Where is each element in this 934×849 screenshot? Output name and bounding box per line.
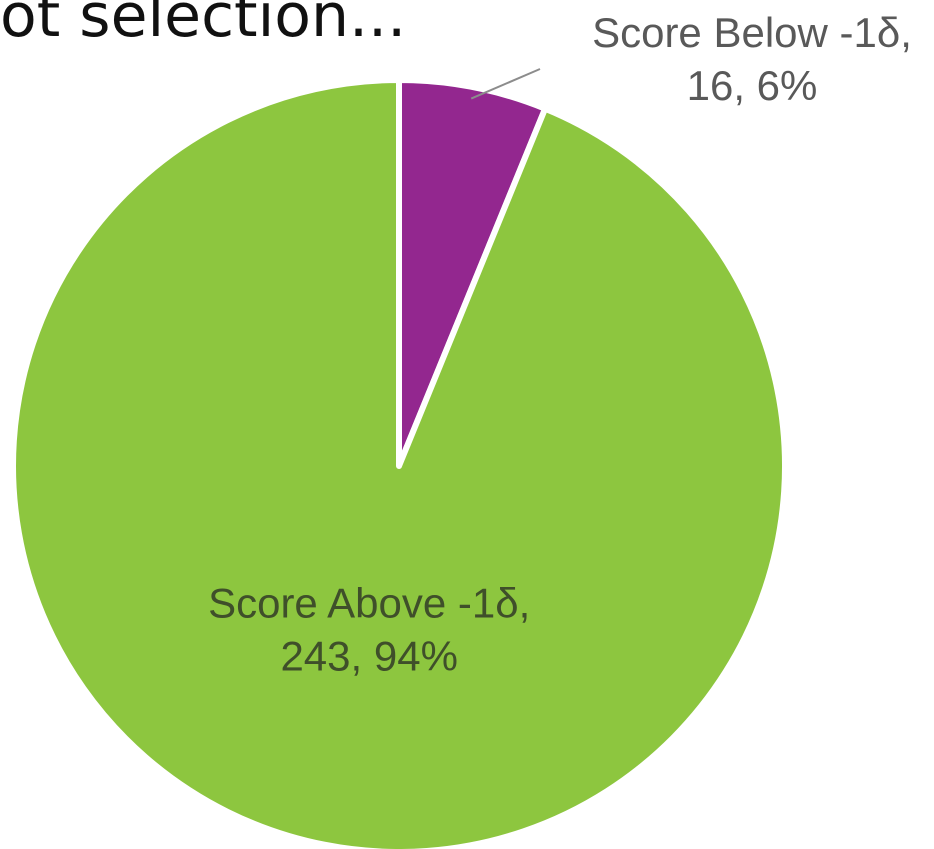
data-label-score-above-line2: 243, 94% — [280, 633, 457, 680]
pie-slice-score-above — [10, 77, 789, 849]
data-label-score-below-line1: Score Below -1δ, — [592, 9, 912, 56]
data-label-score-below-line2: 16, 6% — [687, 62, 818, 109]
cropped-heading-text: ot selection... — [0, 0, 406, 51]
leader-line — [470, 68, 541, 100]
data-label-score-above-line1: Score Above -1δ, — [208, 580, 530, 627]
pie-slices-group — [10, 77, 789, 849]
